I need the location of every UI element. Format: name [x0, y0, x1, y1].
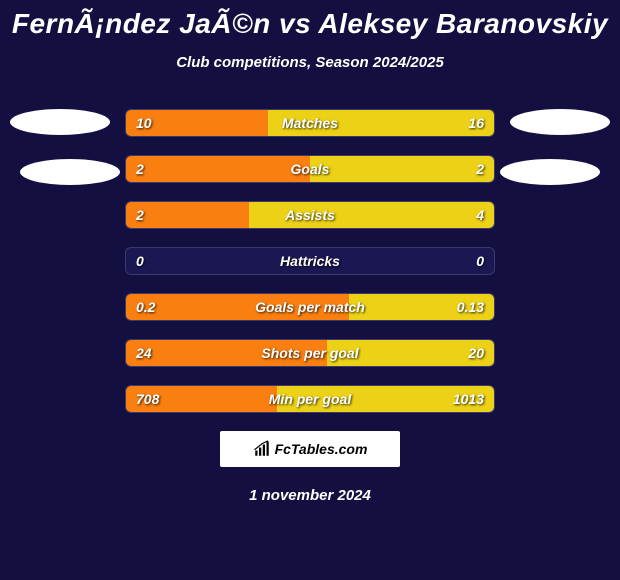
stat-label: Goals per match: [126, 294, 494, 320]
stat-row: 00Hattricks: [125, 247, 495, 275]
stat-rows: 1016Matches 22Goals 24Assists 00Hattricks 0.…: [125, 109, 495, 413]
watermark-text: FcTables.com: [275, 441, 368, 457]
chart-area: 1016Matches 22Goals 24Assists 00Hattricks 0.…: [0, 109, 620, 413]
player-left-badge-1: [10, 109, 110, 135]
stat-label: Assists: [126, 202, 494, 228]
stat-label: Goals: [126, 156, 494, 182]
date-label: 1 november 2024: [0, 487, 620, 504]
watermark: FcTables.com: [220, 431, 400, 467]
stat-row: 24Assists: [125, 201, 495, 229]
chart-icon: [253, 440, 271, 458]
stat-row: 7081013Min per goal: [125, 385, 495, 413]
player-right-badge-1: [510, 109, 610, 135]
player-left-badge-2: [20, 159, 120, 185]
stat-row: 1016Matches: [125, 109, 495, 137]
stat-label: Hattricks: [126, 248, 494, 274]
stat-label: Matches: [126, 110, 494, 136]
player-right-badge-2: [500, 159, 600, 185]
stat-row: 0.20.13Goals per match: [125, 293, 495, 321]
stat-row: 2420Shots per goal: [125, 339, 495, 367]
stat-label: Shots per goal: [126, 340, 494, 366]
subtitle: Club competitions, Season 2024/2025: [0, 54, 620, 71]
stat-row: 22Goals: [125, 155, 495, 183]
page-title: FernÃ¡ndez JaÃ©n vs Aleksey Baranovskiy: [0, 0, 620, 40]
stat-label: Min per goal: [126, 386, 494, 412]
